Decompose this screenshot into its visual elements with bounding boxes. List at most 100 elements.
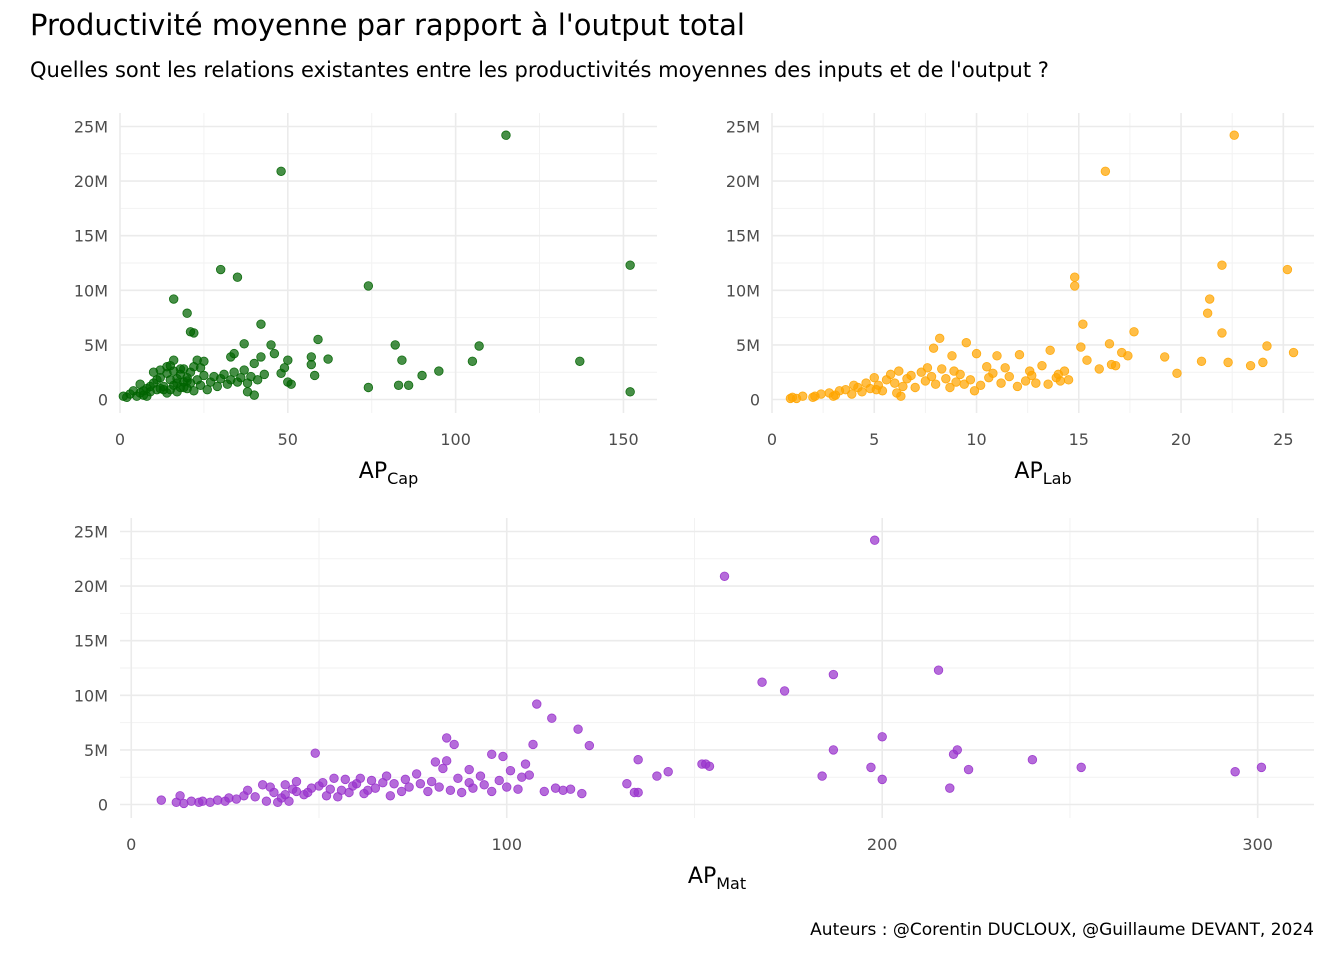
data-point [652,771,662,781]
data-point [532,699,542,709]
y-tick-label: 20M [726,172,760,191]
data-point [498,751,508,762]
data-point [467,356,478,366]
data-point [249,358,259,369]
data-point [1000,363,1010,373]
panel-ap-lab: 0 5M 10M 15M 20M 25M 0 5 10 15 20 25 APLab [726,113,1314,488]
data-point [487,749,497,759]
data-point [1229,130,1239,140]
data-point [474,341,484,351]
data-point [857,387,867,397]
y-tick-label: 15M [74,632,108,651]
data-point [779,686,790,696]
data-point [1082,355,1092,365]
x-tick-label: 0 [115,430,125,449]
data-point [229,367,239,377]
data-point [513,784,523,794]
data-point [1045,345,1055,356]
data-point [963,764,974,775]
data-point [389,779,399,789]
data-point [1217,260,1227,270]
data-point [877,774,887,785]
x-tick-label: 0 [126,835,136,854]
data-point [1004,371,1014,382]
y-tick-label: 5M [84,741,108,760]
x-tick-label: 200 [867,835,898,854]
data-point [280,780,290,790]
data-point [828,391,839,401]
data-point [286,379,296,389]
data-point [926,371,937,382]
data-point [808,392,818,403]
data-point [1282,264,1293,275]
panel-ap-cap: 0 5M 10M 15M 20M 25M 0 50 100 150 APCap [74,113,657,488]
data-point [704,761,715,771]
data-point [138,386,149,396]
data-point [1078,319,1088,329]
data-point [797,391,808,401]
data-point [988,368,998,378]
data-point [340,774,350,785]
data-point [502,782,512,792]
data-point [272,797,283,808]
data-point [434,366,444,376]
data-point [1288,347,1299,358]
data-point [945,382,955,393]
data-point [445,785,456,796]
data-point [336,785,347,796]
data-point [757,677,767,687]
data-point [898,381,908,392]
x-tick-label: 100 [440,430,471,449]
data-point [487,786,497,797]
data-point [584,740,595,751]
data-point [306,359,317,370]
data-point [849,380,859,391]
data-point [1230,767,1240,777]
data-point [417,370,427,381]
data-point [969,386,980,396]
data-point [363,281,374,291]
data-point [411,769,422,779]
data-point [847,389,857,399]
data-point [239,365,249,375]
data-point [547,713,557,723]
y-tick-label: 0 [98,796,108,815]
x-tick-label: 15 [1069,430,1089,449]
data-point [479,780,489,790]
data-point [250,792,260,802]
panel-ap-mat: 0 5M 10M 15M 20M 25M 0 100 200 300 APMat [74,518,1314,893]
data-point [239,339,249,349]
data-point [625,260,635,270]
data-point [318,777,328,788]
data-point [256,352,266,362]
data-point [894,366,904,376]
y-tick-label: 25M [726,118,760,137]
x-tick-label: 50 [278,430,298,449]
data-point [242,785,253,796]
x-axis-title: APMat [688,864,746,893]
data-point [935,333,945,344]
data-point [975,380,986,391]
caption-authors: Auteurs : @Corentin DUCLOUX, @Guillaume … [810,920,1314,940]
x-tick-label: 150 [608,430,639,449]
data-point [397,355,407,365]
data-point [280,789,290,800]
x-tick-label: 10 [966,430,986,449]
data-point [215,264,226,275]
x-tick-label: 100 [491,835,522,854]
data-point [1245,360,1256,371]
data-point [348,781,358,791]
data-point [828,669,839,680]
data-point [396,786,407,797]
data-point [179,382,189,393]
data-point [890,378,900,388]
data-point [172,378,182,388]
data-point [404,782,414,792]
data-point [869,535,880,545]
y-tick-label: 25M [74,118,108,137]
x-tick-label: 5 [869,430,879,449]
data-point [575,356,585,366]
data-point [441,756,452,766]
data-point [930,379,941,389]
